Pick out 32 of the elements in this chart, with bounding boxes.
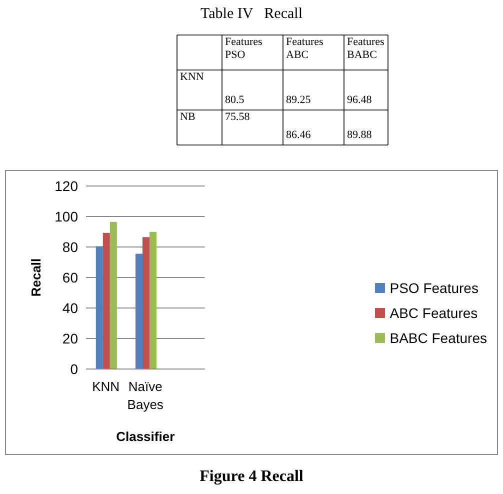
y-tick-label: 60 <box>62 269 78 286</box>
text: Features BABC <box>347 36 385 62</box>
y-tick-label: 40 <box>62 300 78 316</box>
text: 86.46 <box>286 129 312 142</box>
text: Features PSO <box>225 36 264 62</box>
bar <box>135 254 142 369</box>
legend-label: BABC Features <box>390 330 487 346</box>
text: 89.88 <box>347 129 373 142</box>
x-tick-label: Naïve Bayes <box>127 379 164 412</box>
x-axis-title: Classifier <box>116 429 175 444</box>
y-tick-label: 0 <box>70 360 78 377</box>
bar <box>142 237 150 369</box>
text: 75.58 <box>225 111 251 124</box>
y-tick-label: 100 <box>54 208 78 224</box>
y-tick-label: 80 <box>62 238 78 255</box>
bar <box>96 246 103 369</box>
legend-label: PSO Features <box>390 280 478 296</box>
text: Features ABC <box>286 36 324 62</box>
caption: Figure 4 Recall <box>198 468 304 486</box>
bar <box>102 232 110 369</box>
y-axis-title: Recall <box>28 258 44 297</box>
legend-label: ABC Features <box>390 304 478 320</box>
bar <box>110 222 117 369</box>
text: 96.48 <box>347 94 373 107</box>
text: 80.5 <box>225 94 246 107</box>
bar <box>149 232 156 369</box>
text: 89.25 <box>286 94 312 107</box>
text: KNN <box>180 71 205 84</box>
text: Table IV Recall <box>200 6 304 23</box>
text: NB <box>180 111 196 124</box>
y-tick-label: 20 <box>62 330 78 346</box>
y-tick-label: 120 <box>54 178 78 194</box>
